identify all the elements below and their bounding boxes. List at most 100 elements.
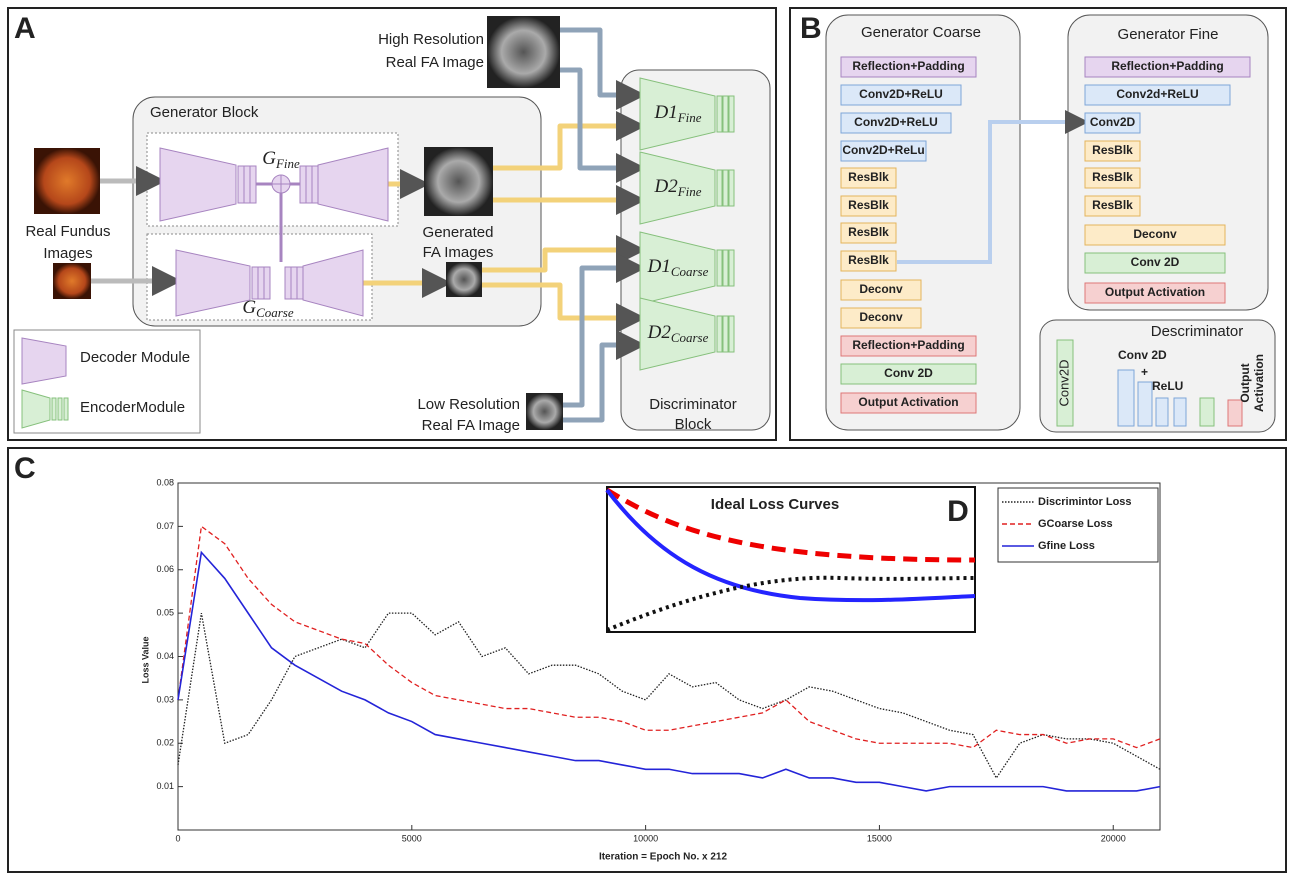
y-tick-label: 0.05 [156, 608, 174, 618]
layer [728, 315, 735, 353]
decoder [175, 249, 251, 317]
fundus-image [34, 148, 100, 214]
label: FA Images [423, 244, 494, 261]
label: Generated [423, 224, 494, 241]
layer [716, 315, 723, 353]
encoder [639, 151, 716, 225]
arrow [493, 111, 646, 171]
fa-image [526, 393, 563, 430]
arrow [482, 282, 646, 333]
box-title: Descriminator [1151, 323, 1244, 340]
layer [716, 249, 723, 287]
layer-label: Output [1238, 363, 1252, 402]
ideal-curve [606, 575, 976, 632]
x-axis-label: Iteration = Epoch No. x 212 [599, 852, 728, 863]
math-sub: Fine [677, 110, 702, 125]
block [1084, 167, 1141, 189]
math-main: G [242, 297, 256, 318]
math-sub: Fine [677, 184, 702, 199]
layer [1173, 397, 1187, 427]
block-label: Conv2D+ReLU [854, 115, 938, 129]
layer [311, 165, 319, 204]
layer [251, 266, 259, 300]
math-sub: Coarse [256, 305, 294, 320]
block-label: ResBlk [848, 225, 889, 239]
block-label: ResBlk [848, 253, 889, 267]
block [1084, 112, 1141, 134]
decoder [302, 249, 364, 317]
decoder [317, 147, 389, 222]
layer [1227, 399, 1243, 427]
layer [263, 266, 271, 300]
math-main: D2 [653, 176, 678, 197]
x-tick-label: 15000 [867, 833, 892, 843]
legend-label: GCoarse Loss [1038, 518, 1113, 530]
block-label: Reflection+Padding [1111, 59, 1223, 73]
math-label: GFine [262, 148, 300, 171]
legend: Discrimintor Loss GCoarse Loss Gfine Loss [997, 487, 1159, 563]
y-tick-label: 0.03 [156, 694, 174, 704]
block [1084, 195, 1141, 217]
layer [722, 249, 729, 287]
plus [272, 175, 290, 193]
legend-label: Gfine Loss [1038, 540, 1095, 552]
box-title: Generator Fine [1118, 26, 1219, 43]
arrows [91, 27, 646, 423]
fa-image [487, 16, 560, 88]
panel-label: D [947, 495, 969, 528]
layer [284, 266, 292, 300]
layer [257, 266, 265, 300]
block-label: Deconv [859, 282, 903, 296]
encoders [639, 77, 735, 371]
block-label: ResBlk [1092, 143, 1133, 157]
arrow [563, 253, 646, 408]
layer [249, 165, 257, 204]
block [840, 112, 952, 134]
block [1084, 140, 1141, 162]
legend-symbol [21, 389, 69, 429]
layer-label: ReLU [1152, 379, 1183, 393]
math-main: D2 [647, 322, 672, 343]
y-tick-label: 0.08 [156, 477, 174, 487]
math-sub: Fine [275, 156, 300, 171]
discriminator-box [1039, 319, 1276, 433]
block-label: ResBlk [1092, 170, 1133, 184]
ideal-curve [605, 487, 976, 563]
math-label: D2Fine [653, 176, 701, 199]
panel-label: B [800, 12, 822, 45]
layer [290, 266, 298, 300]
layer [1137, 381, 1153, 427]
layer-label: Activation [1252, 354, 1266, 412]
layer-label: Conv2D [1056, 360, 1071, 407]
block-label: Conv 2D [884, 366, 933, 380]
layer [1117, 369, 1135, 427]
layer-label: Conv 2D [1118, 348, 1167, 362]
encoder [639, 231, 716, 305]
block-label: Output Activation [858, 395, 958, 409]
block [840, 335, 977, 357]
box-title: Generator Coarse [861, 24, 981, 41]
loss-line [177, 612, 1161, 780]
layer [722, 95, 729, 133]
block [840, 363, 977, 385]
y-tick-label: 0.06 [156, 564, 174, 574]
layer [728, 169, 735, 207]
arrow [560, 27, 646, 110]
y-tick-label: 0.02 [156, 738, 174, 748]
layer [716, 95, 723, 133]
encoder [639, 297, 716, 371]
block [1084, 252, 1226, 274]
decoder [159, 147, 237, 222]
block [840, 307, 922, 329]
math-sub: Coarse [671, 264, 709, 279]
legend-label: Decoder Module [80, 349, 190, 366]
panel-label: C [14, 452, 36, 485]
inset: Ideal Loss Curves D [605, 486, 976, 633]
layer [305, 165, 313, 204]
y-tick-label: 0.04 [156, 651, 174, 661]
block-label: Conv 2D [1131, 255, 1180, 269]
layer [1155, 397, 1169, 427]
fa-image [424, 147, 493, 216]
arrow [563, 330, 646, 423]
